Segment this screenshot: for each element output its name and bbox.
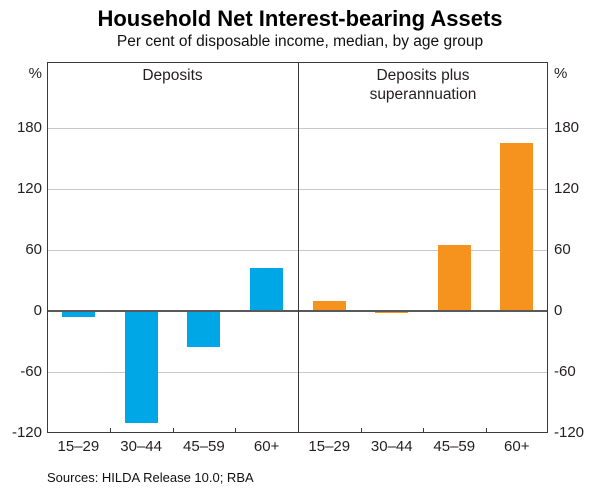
panel-divider (298, 62, 299, 433)
y-tick-label-right-120: 120 (554, 180, 580, 198)
panel-title-deposits: Deposits (47, 66, 298, 85)
y-tick-label-right--120: -120 (554, 424, 585, 441)
x-axis-tick (109, 428, 111, 433)
x-tick-label: 45–59 (433, 438, 476, 455)
bar-deposits-plus-superannuation-60plus (500, 143, 534, 312)
panel-title-line: Deposits (142, 67, 203, 84)
bar-deposits-30-44 (124, 311, 158, 423)
y-tick-label-left-0: 0 (33, 302, 42, 320)
x-axis-tick (235, 428, 237, 433)
x-axis-tick (172, 428, 174, 433)
x-tick-label: 60+ (253, 438, 280, 455)
x-tick-label: 30–44 (120, 438, 162, 455)
x-tick-label: 45–59 (183, 438, 225, 455)
panel-title-line: superannuation (369, 86, 477, 103)
y-tick-label-left-180: 180 (16, 119, 42, 137)
chart-subtitle: Per cent of disposable income, median, b… (116, 33, 484, 50)
gridline-180 (47, 128, 548, 130)
y-axis-unit-right: % (554, 65, 568, 82)
y-tick-label-left-120: 120 (16, 180, 42, 198)
x-axis-tick (485, 428, 487, 433)
panel-title-line: Deposits plus (376, 67, 470, 84)
y-axis-unit-left: % (28, 65, 42, 82)
x-tick-label: 15–29 (308, 438, 351, 455)
bar-deposits-plus-superannuation-45-59 (437, 244, 471, 312)
chart-title: Household Net Interest-bearing Assets (97, 6, 503, 31)
y-tick-label-left-60: 60 (25, 241, 42, 259)
zero-line (47, 310, 548, 313)
source-note: Sources: HILDA Release 10.0; RBA (47, 470, 254, 485)
x-tick-label: 15–29 (57, 438, 100, 455)
bar-deposits-plus-superannuation-15-29 (312, 300, 346, 312)
gridline-60 (47, 250, 548, 252)
y-tick-label-left--60: -60 (20, 363, 42, 380)
gridline-120 (47, 189, 548, 191)
bar-deposits-60plus (250, 268, 284, 312)
y-tick-label-left--120: -120 (11, 424, 42, 441)
y-tick-label-right-180: 180 (554, 119, 580, 137)
bar-deposits-45-59 (187, 311, 221, 347)
x-axis-tick (360, 428, 362, 433)
y-tick-label-right-0: 0 (554, 302, 563, 320)
bar-deposits-plus-superannuation-30-44 (375, 311, 409, 314)
gridline--60 (47, 372, 548, 373)
x-tick-label: 60+ (504, 438, 530, 455)
panel-title-deposits-plus-superannuation: Deposits plus superannuation (298, 66, 548, 104)
x-tick-label: 30–44 (370, 438, 413, 455)
y-tick-label-right--60: -60 (554, 363, 576, 380)
y-tick-label-right-60: 60 (554, 241, 571, 259)
bar-deposits-15-29 (61, 311, 95, 318)
x-axis-tick (423, 428, 424, 433)
